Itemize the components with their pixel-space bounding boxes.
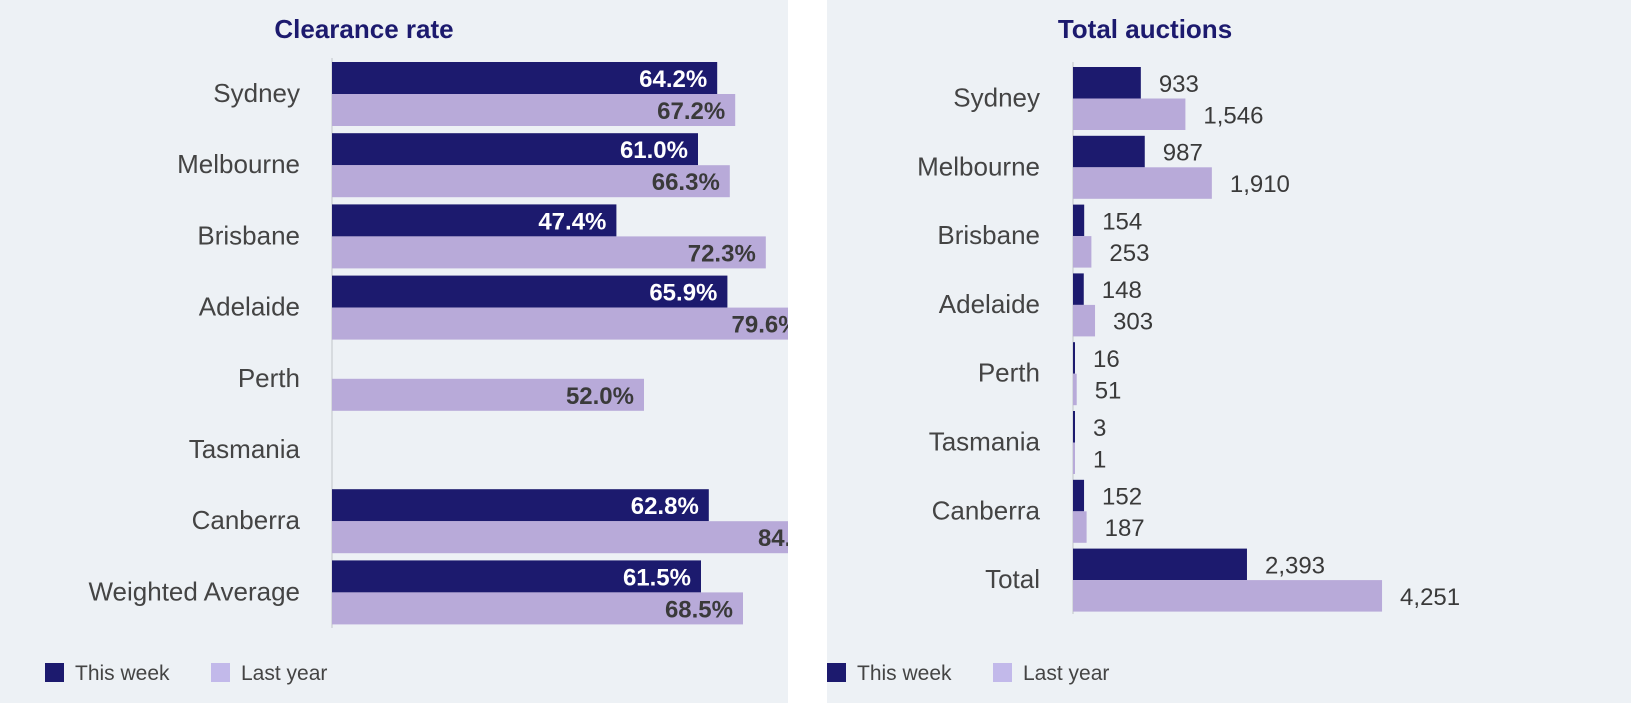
bar-this-week-adelaide — [1073, 273, 1084, 305]
value-label-this-week-brisbane: 154 — [1102, 208, 1142, 235]
clearance-rate-chart: Clearance rate Sydney 64.2% 67.2% Melbourne 6… — [45, 14, 788, 685]
value-label-this-week-weighted-average: 61.5% — [623, 564, 691, 591]
total-auctions-panel: Total auctions Sydney 933 1,546 Melbourne 987… — [827, 0, 1631, 703]
legend-label-last-year: Last year — [241, 662, 327, 685]
bar-this-week-perth — [1073, 342, 1075, 374]
category-label-sydney: Sydney — [953, 83, 1040, 113]
legend-label-last-year: Last year — [1023, 662, 1109, 685]
legend-label-this-week: This week — [75, 662, 170, 685]
value-label-this-week-melbourne: 61.0% — [620, 137, 688, 164]
bar-this-week-canberra — [332, 489, 709, 522]
value-label-this-week-melbourne: 987 — [1163, 140, 1203, 167]
value-label-this-week-adelaide: 148 — [1102, 277, 1142, 304]
bar-this-week-weighted-average — [332, 560, 701, 593]
bar-last-year-weighted-average — [332, 592, 743, 625]
bar-this-week-canberra — [1073, 479, 1085, 512]
bar-last-year-canberra — [332, 521, 788, 554]
category-label-brisbane: Brisbane — [937, 220, 1040, 250]
category-label-canberra: Canberra — [192, 505, 301, 535]
value-label-last-year-canberra: 84.0% — [758, 525, 788, 552]
bar-last-year-canberra — [1073, 511, 1087, 543]
value-label-this-week-sydney: 64.2% — [639, 66, 707, 93]
legend-swatch-last-year — [211, 663, 230, 682]
bar-last-year-sydney — [1073, 98, 1186, 130]
category-label-sydney: Sydney — [213, 78, 300, 108]
category-label-tasmania: Tasmania — [189, 434, 301, 464]
value-label-last-year-perth: 52.0% — [566, 383, 634, 410]
legend-swatch-last-year — [993, 663, 1012, 682]
category-label-melbourne: Melbourne — [177, 149, 300, 179]
value-label-this-week-canberra: 152 — [1102, 484, 1142, 511]
bar-this-week-adelaide — [332, 275, 728, 308]
value-label-last-year-sydney: 67.2% — [657, 98, 725, 125]
value-label-last-year-canberra: 187 — [1105, 515, 1145, 542]
bar-this-week-melbourne — [332, 133, 698, 166]
value-label-this-week-adelaide: 65.9% — [649, 280, 717, 307]
bar-last-year-perth — [1073, 373, 1077, 406]
category-label-canberra: Canberra — [932, 495, 1041, 525]
bar-this-week-brisbane — [1073, 204, 1085, 237]
category-label-perth: Perth — [238, 363, 300, 393]
category-label-weighted-average: Weighted Average — [88, 576, 300, 606]
value-label-last-year-perth: 51 — [1095, 377, 1122, 404]
category-label-tasmania: Tasmania — [929, 427, 1041, 457]
legend-label-this-week: This week — [857, 662, 952, 685]
bar-last-year-adelaide — [1073, 304, 1096, 337]
bar-this-week-sydney — [332, 62, 718, 94]
category-label-brisbane: Brisbane — [197, 220, 300, 250]
bar-last-year-melbourne — [332, 165, 730, 198]
value-label-this-week-canberra: 62.8% — [631, 493, 699, 520]
value-label-this-week-total: 2,393 — [1265, 552, 1325, 579]
value-label-last-year-brisbane: 253 — [1109, 240, 1149, 267]
value-label-this-week-tasmania: 3 — [1093, 415, 1106, 442]
value-label-last-year-adelaide: 303 — [1113, 309, 1153, 336]
bar-last-year-tasmania — [1073, 442, 1075, 474]
bar-last-year-brisbane — [332, 236, 766, 269]
category-label-melbourne: Melbourne — [917, 151, 1040, 181]
bar-last-year-adelaide — [332, 307, 788, 340]
value-label-last-year-tasmania: 1 — [1093, 446, 1106, 473]
value-label-last-year-weighted-average: 68.5% — [665, 596, 733, 623]
category-label-total: Total — [985, 564, 1040, 594]
bar-this-week-sydney — [1073, 67, 1141, 99]
value-label-last-year-adelaide: 79.6% — [732, 312, 788, 339]
category-label-adelaide: Adelaide — [939, 289, 1040, 319]
value-label-last-year-melbourne: 66.3% — [652, 169, 720, 196]
chart-title: Clearance rate — [274, 14, 453, 44]
value-label-last-year-total: 4,251 — [1400, 584, 1460, 611]
bar-this-week-melbourne — [1073, 135, 1145, 168]
clearance-rate-panel: Clearance rate Sydney 64.2% 67.2% Melbourne 6… — [0, 0, 788, 703]
bar-last-year-brisbane — [1073, 236, 1092, 268]
value-label-this-week-sydney: 933 — [1159, 71, 1199, 98]
value-label-last-year-sydney: 1,546 — [1203, 102, 1263, 129]
category-label-adelaide: Adelaide — [199, 292, 300, 322]
bar-this-week-total — [1073, 548, 1247, 581]
chart-title: Total auctions — [1058, 14, 1232, 44]
bar-last-year-sydney — [332, 94, 736, 126]
value-label-last-year-melbourne: 1,910 — [1230, 171, 1290, 198]
category-label-perth: Perth — [978, 358, 1040, 388]
legend-swatch-this-week — [45, 663, 64, 682]
value-label-last-year-brisbane: 72.3% — [688, 240, 756, 267]
legend-swatch-this-week — [827, 663, 846, 682]
bar-last-year-total — [1073, 580, 1383, 612]
bar-this-week-tasmania — [1073, 411, 1075, 443]
bar-last-year-melbourne — [1073, 167, 1212, 199]
bar-last-year-perth — [332, 378, 644, 411]
bar-this-week-brisbane — [332, 204, 617, 237]
value-label-this-week-brisbane: 47.4% — [538, 208, 606, 235]
value-label-this-week-perth: 16 — [1093, 346, 1120, 373]
